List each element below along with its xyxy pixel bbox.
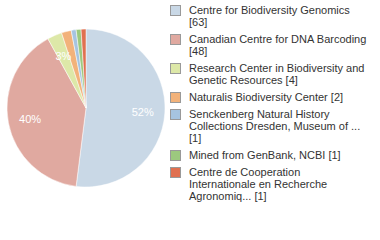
svg-text:40%: 40% (19, 113, 41, 125)
html-text:Centre de Cooperation Internat: Centre de Cooperation Internationale en … (189, 166, 328, 202)
svg-text:3%: 3% (55, 50, 71, 62)
html-text:Naturalis Biodiversity Center: Naturalis Biodiversity Center [2] (189, 91, 344, 103)
html-text:Mined from GenBank, NCBI [1]: Mined from GenBank, NCBI [1] (189, 149, 341, 161)
svg-text:52%: 52% (132, 106, 154, 118)
html-text:Senckenberg Natural History Co: Senckenberg Natural History Collections … (189, 108, 361, 144)
html-text:Canadian Centre for DNA Barcod: Canadian Centre for DNA Barcoding [48] (189, 33, 367, 57)
html-text:Centre for Biodiversity Genomi: Centre for Biodiversity Genomics [63] (189, 4, 350, 28)
html-text:Research Center in Biodiversit: Research Center in Biodiversity and Gene… (189, 62, 365, 86)
